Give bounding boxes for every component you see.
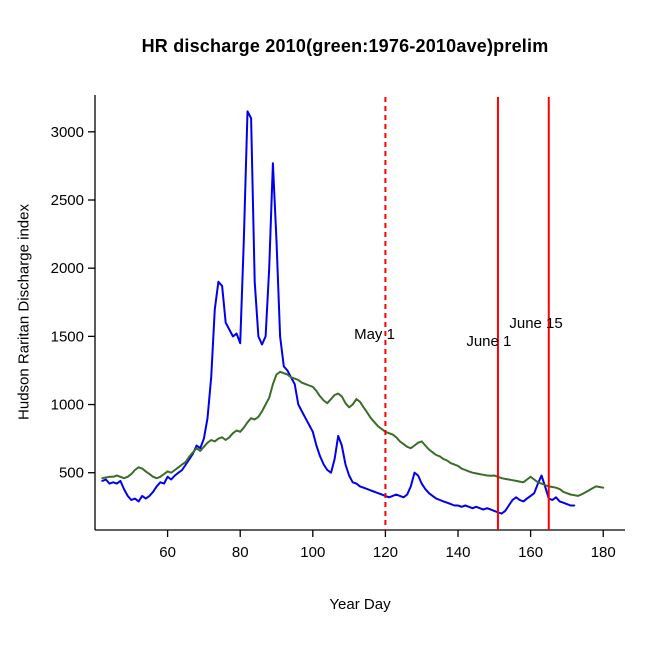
vline-label-may-1: May 1 xyxy=(354,326,395,343)
x-tick-label: 60 xyxy=(159,544,176,561)
y-tick-label: 1000 xyxy=(51,397,84,414)
y-axis-label: Hudson Raritan Discharge index xyxy=(15,204,33,420)
x-tick-label: 100 xyxy=(300,544,325,561)
series-line-average xyxy=(101,370,605,497)
vline-label-june-15: June 15 xyxy=(509,315,562,332)
x-tick-label: 80 xyxy=(232,544,249,561)
x-tick-label: 160 xyxy=(518,544,543,561)
x-tick-label: 120 xyxy=(373,544,398,561)
vline-label-june-1: June 1 xyxy=(466,333,511,350)
y-tick-label: 2000 xyxy=(51,260,84,277)
x-tick-label: 140 xyxy=(445,544,470,561)
series-line-2010 xyxy=(101,110,576,515)
y-tick-label: 2500 xyxy=(51,192,84,209)
y-tick-label: 1500 xyxy=(51,328,84,345)
y-tick-label: 500 xyxy=(59,465,84,482)
x-axis-label: Year Day xyxy=(329,596,391,613)
y-tick-label: 3000 xyxy=(51,124,84,141)
chart-title: HR discharge 2010(green:1976-2010ave)pre… xyxy=(141,36,549,56)
x-tick-label: 180 xyxy=(591,544,616,561)
